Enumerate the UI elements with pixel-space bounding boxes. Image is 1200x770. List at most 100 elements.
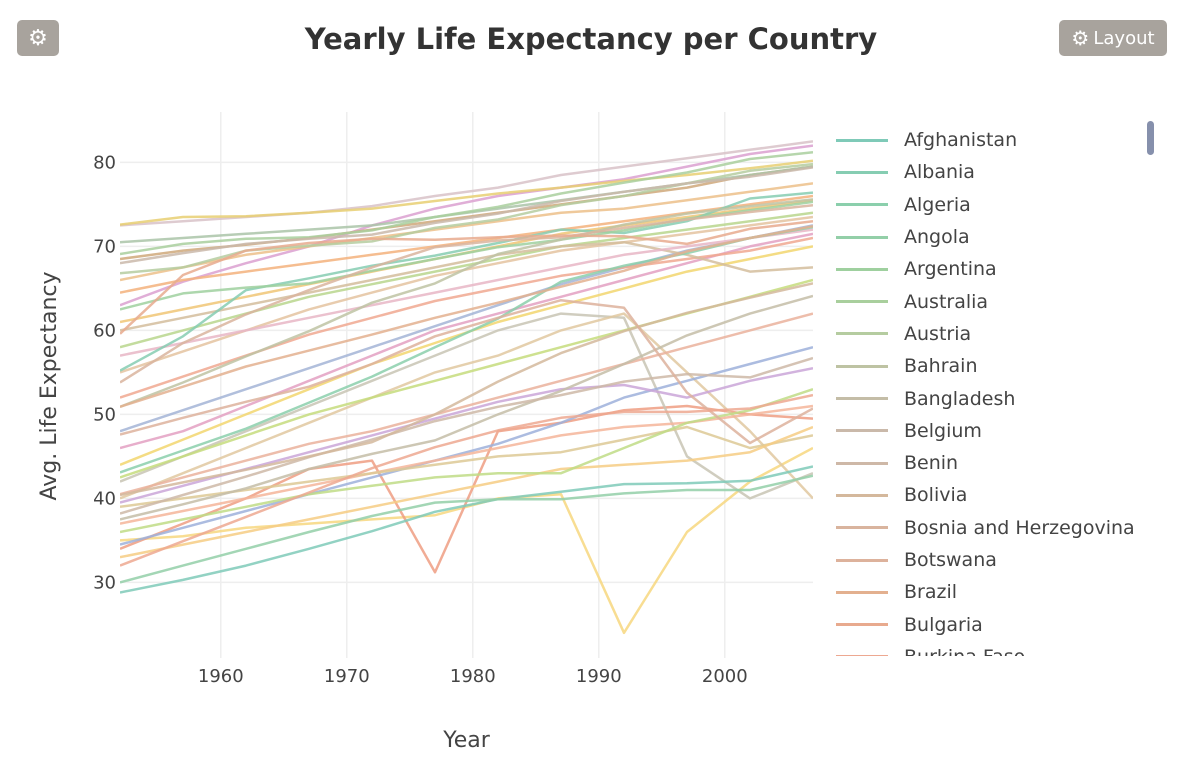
legend-swatch bbox=[836, 623, 888, 627]
legend-item[interactable]: Albania bbox=[828, 156, 1158, 188]
legend-label: Angola bbox=[904, 226, 970, 249]
legend-item[interactable]: Bulgaria bbox=[828, 608, 1158, 640]
legend-item[interactable]: Bangladesh bbox=[828, 382, 1158, 414]
legend-item[interactable]: Brazil bbox=[828, 576, 1158, 608]
legend-label: Burkina Faso bbox=[904, 646, 1025, 656]
x-tick-label: 1990 bbox=[576, 666, 622, 687]
legend-swatch bbox=[836, 235, 888, 239]
series-line-bosnia-and-herzegovina[interactable] bbox=[120, 203, 813, 384]
legend-swatch bbox=[836, 138, 888, 142]
legend-label: Bangladesh bbox=[904, 387, 1016, 410]
legend-label: Afghanistan bbox=[904, 129, 1018, 152]
legend-swatch bbox=[836, 397, 888, 401]
series-group bbox=[120, 140, 813, 635]
y-tick-label: 80 bbox=[93, 152, 116, 173]
legend-scrollbar[interactable] bbox=[1147, 121, 1154, 155]
legend-item[interactable]: Argentina bbox=[828, 253, 1158, 285]
legend-swatch bbox=[836, 300, 888, 304]
legend-item[interactable]: Austria bbox=[828, 318, 1158, 350]
legend-label: Belgium bbox=[904, 419, 982, 442]
series-line-unlisted-17[interactable] bbox=[120, 312, 813, 496]
legend-label: Austria bbox=[904, 322, 972, 345]
series-line-botswana[interactable] bbox=[120, 298, 813, 445]
legend-item[interactable]: Benin bbox=[828, 447, 1158, 479]
series-line-afghanistan[interactable] bbox=[120, 465, 813, 594]
legend-item[interactable]: Afghanistan bbox=[828, 124, 1158, 156]
series-line-unlisted-22[interactable] bbox=[120, 388, 813, 534]
legend-swatch bbox=[836, 203, 888, 207]
legend-item[interactable]: Botswana bbox=[828, 544, 1158, 576]
series-line-unlisted-21[interactable] bbox=[120, 425, 813, 559]
legend-swatch bbox=[836, 461, 888, 465]
legend-label: Argentina bbox=[904, 258, 997, 281]
y-axis-title: Avg. Life Expectancy bbox=[37, 271, 62, 500]
series-line-bahrain[interactable] bbox=[120, 198, 813, 408]
series-line-unlisted-25[interactable] bbox=[120, 240, 813, 332]
legend-item[interactable]: Bolivia bbox=[828, 479, 1158, 511]
legend-swatch bbox=[836, 267, 888, 271]
legend-swatch bbox=[836, 429, 888, 433]
legend-swatch bbox=[836, 364, 888, 368]
series-line-angola[interactable] bbox=[120, 474, 813, 584]
series-line-bangladesh[interactable] bbox=[120, 294, 813, 521]
series-line-belgium[interactable] bbox=[120, 166, 813, 265]
y-tick-label: 70 bbox=[93, 236, 116, 257]
chart-title: Yearly Life Expectancy per Country bbox=[304, 22, 878, 56]
series-line-unlisted-1[interactable] bbox=[120, 446, 813, 635]
legend-swatch bbox=[836, 590, 888, 594]
legend-item[interactable]: Bahrain bbox=[828, 350, 1158, 382]
series-line-unlisted-27[interactable] bbox=[120, 182, 813, 282]
series-line-unlisted-3[interactable] bbox=[120, 312, 813, 500]
x-tick-label: 1960 bbox=[198, 666, 244, 687]
y-tick-label: 40 bbox=[93, 488, 116, 509]
layout-button[interactable]: ⚙ Layout bbox=[1059, 20, 1167, 56]
y-tick-label: 50 bbox=[93, 404, 116, 425]
legend-swatch bbox=[836, 526, 888, 530]
series-line-unlisted-18[interactable] bbox=[120, 345, 813, 546]
series-line-unlisted-5[interactable] bbox=[120, 140, 813, 227]
legend-item[interactable]: Bosnia and Herzegovina bbox=[828, 512, 1158, 544]
legend-item[interactable]: Belgium bbox=[828, 415, 1158, 447]
legend-item[interactable]: Algeria bbox=[828, 189, 1158, 221]
legend-item[interactable]: Angola bbox=[828, 221, 1158, 253]
legend-label: Botswana bbox=[904, 549, 997, 571]
series-line-unlisted-14[interactable] bbox=[120, 232, 813, 450]
legend-swatch bbox=[836, 170, 888, 174]
legend-item[interactable]: Australia bbox=[828, 285, 1158, 317]
legend-label: Bolivia bbox=[904, 484, 968, 507]
series-line-brazil[interactable] bbox=[120, 224, 813, 408]
layout-button-label: Layout bbox=[1093, 27, 1155, 49]
legend-item[interactable]: Burkina Faso bbox=[828, 641, 1158, 656]
series-line-benin[interactable] bbox=[120, 356, 813, 515]
legend-label: Albania bbox=[904, 161, 975, 184]
legend-label: Bahrain bbox=[904, 355, 978, 378]
x-axis-title: Year bbox=[442, 728, 491, 753]
gear-icon: ⚙ bbox=[28, 25, 48, 51]
y-tick-label: 60 bbox=[93, 320, 116, 341]
legend-swatch bbox=[836, 332, 888, 336]
gear-icon: ⚙ bbox=[1071, 26, 1090, 50]
series-line-unlisted-6[interactable] bbox=[120, 144, 813, 307]
legend-label: Algeria bbox=[904, 193, 971, 216]
legend-label: Benin bbox=[904, 452, 959, 475]
series-line-unlisted-4[interactable] bbox=[120, 312, 813, 500]
series-line-australia[interactable] bbox=[120, 151, 813, 256]
x-tick-label: 2000 bbox=[702, 666, 748, 687]
y-tick-label: 30 bbox=[93, 572, 116, 593]
chart-legend: Afghanistan Albania Algeria Angola Argentina… bbox=[828, 124, 1158, 656]
series-line-bolivia[interactable] bbox=[120, 282, 813, 497]
series-line-unlisted-11[interactable] bbox=[120, 211, 813, 349]
legend-swatch bbox=[836, 493, 888, 497]
legend-label: Bosnia and Herzegovina bbox=[904, 516, 1135, 539]
series-line-unlisted-28[interactable] bbox=[120, 228, 813, 357]
legend-label: Brazil bbox=[904, 581, 958, 604]
x-tick-label: 1970 bbox=[324, 666, 370, 687]
series-line-algeria[interactable] bbox=[120, 225, 813, 474]
series-line-unlisted-15[interactable] bbox=[120, 245, 813, 466]
x-tick-label: 1980 bbox=[450, 666, 496, 687]
settings-button[interactable]: ⚙ bbox=[17, 20, 59, 56]
series-line-bulgaria[interactable] bbox=[120, 219, 813, 335]
series-line-unlisted-7[interactable] bbox=[120, 159, 813, 226]
series-line-burkina-faso[interactable] bbox=[120, 393, 813, 567]
